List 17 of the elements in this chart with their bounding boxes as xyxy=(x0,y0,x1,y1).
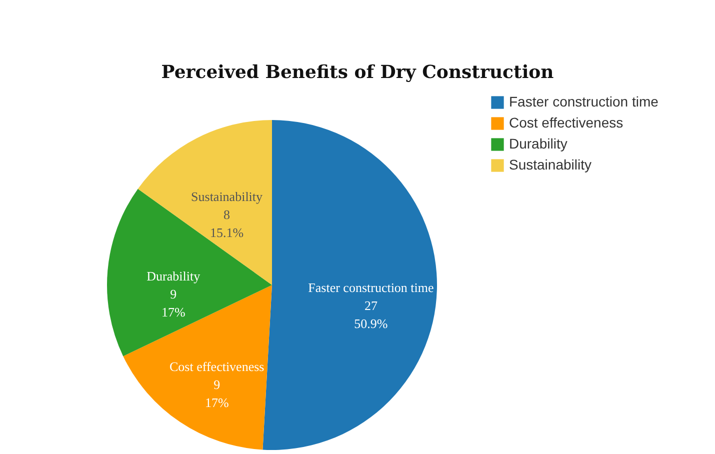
slice-label: Faster construction time xyxy=(308,280,434,295)
legend-label: Durability xyxy=(509,136,568,152)
slice-label: Cost effectiveness xyxy=(170,359,264,374)
slice-label: Durability xyxy=(146,268,201,284)
legend-label: Cost effectiveness xyxy=(509,114,624,130)
pie-slice xyxy=(123,285,272,450)
pie-slice xyxy=(138,120,272,285)
data-label: 9 17% xyxy=(161,286,186,320)
data-label: 27 50.9% xyxy=(354,298,388,331)
data-label: 9 17% xyxy=(204,377,229,410)
legend-label: Faster construction time xyxy=(509,94,659,110)
slice-label: Sustainability xyxy=(191,188,264,204)
pie-slice xyxy=(262,120,437,450)
pie-slice xyxy=(107,188,272,356)
legend-label: Sustainability xyxy=(509,156,592,172)
data-label: 8 15.1% xyxy=(210,206,244,240)
chart-title: Perceived Benefits of Dry Construction xyxy=(161,62,554,83)
